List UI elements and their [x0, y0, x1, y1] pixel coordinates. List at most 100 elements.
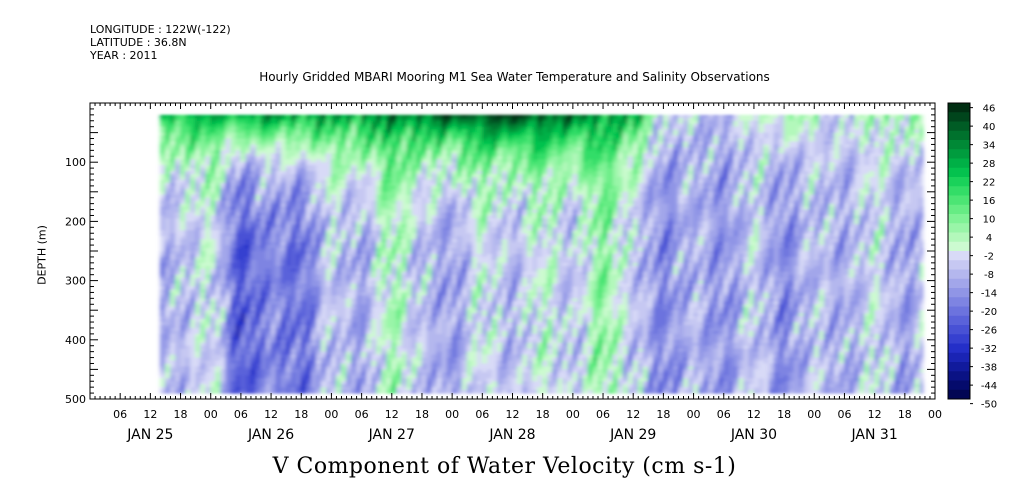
heat-cell	[290, 129, 297, 134]
heat-cell	[331, 330, 337, 335]
heat-cell	[376, 185, 382, 190]
heat-cell	[310, 179, 317, 184]
heat-cell	[305, 330, 312, 335]
heat-cell	[391, 153, 398, 157]
heat-cell	[331, 209, 337, 214]
heat-cell	[416, 256, 423, 261]
heat-cell	[325, 351, 332, 356]
heat-cell	[386, 280, 392, 285]
heat-cell	[416, 206, 423, 211]
heat-cell	[315, 325, 322, 329]
heat-cell	[341, 150, 347, 154]
heat-cell	[315, 256, 322, 261]
heat-cell	[361, 360, 367, 365]
heat-cell	[386, 384, 392, 388]
heat-cell	[230, 182, 237, 187]
heat-cell	[366, 325, 372, 329]
heat-cell	[376, 313, 382, 317]
heat-cell	[210, 171, 216, 175]
heat-cell	[230, 330, 237, 335]
heat-cell	[215, 325, 221, 329]
heat-cell	[260, 218, 267, 222]
heat-cell	[346, 114, 352, 119]
heat-cell	[361, 215, 367, 220]
heat-cell	[336, 348, 342, 353]
heat-cell	[215, 354, 221, 359]
heat-cell	[240, 330, 247, 335]
heat-cell	[255, 135, 262, 140]
heat-cell	[240, 378, 247, 382]
heat-cell	[366, 138, 372, 143]
heat-cell	[315, 316, 322, 320]
heat-cell	[175, 378, 181, 382]
heat-cell	[315, 322, 322, 326]
heat-cell	[366, 316, 372, 320]
heat-cell	[376, 360, 382, 365]
heat-cell	[225, 378, 232, 382]
heat-cell	[310, 215, 317, 220]
heat-cell	[351, 239, 357, 243]
heat-cell	[416, 295, 423, 299]
heat-cell	[381, 236, 387, 240]
heat-cell	[220, 375, 227, 379]
heat-cell	[260, 141, 267, 146]
heat-cell	[421, 150, 428, 154]
heat-cell	[310, 256, 317, 261]
heat-cell	[285, 221, 292, 225]
heat-cell	[386, 245, 392, 249]
heat-cell	[411, 162, 418, 166]
heat-cell	[356, 126, 362, 131]
heat-cell	[366, 256, 372, 261]
heat-cell	[190, 129, 196, 134]
heat-cell	[180, 129, 186, 134]
heat-cell	[376, 168, 382, 172]
heat-cell	[336, 283, 342, 288]
heat-cell	[280, 188, 287, 193]
heat-cell	[346, 330, 352, 335]
heat-cell	[371, 224, 377, 228]
heat-cell	[320, 138, 327, 143]
heat-cell	[260, 191, 267, 196]
heat-cell	[270, 336, 277, 341]
heat-cell	[325, 114, 332, 119]
heat-cell	[215, 307, 221, 311]
heat-cell	[386, 322, 392, 326]
heat-cell	[270, 221, 277, 225]
heat-cell	[190, 253, 196, 258]
heat-cell	[361, 206, 367, 211]
heat-cell	[235, 316, 242, 320]
heat-cell	[220, 387, 227, 391]
heat-cell	[336, 330, 342, 335]
heat-cell	[190, 168, 196, 172]
heat-cell	[185, 289, 191, 294]
heat-cell	[255, 218, 262, 222]
heat-cell	[185, 295, 191, 299]
heat-cell	[200, 369, 206, 373]
heat-cell	[170, 325, 176, 329]
heat-cell	[305, 248, 312, 252]
heat-cell	[160, 369, 166, 373]
heat-cell	[305, 292, 312, 296]
heat-cell	[300, 330, 307, 335]
heat-cell	[325, 177, 332, 181]
heat-cell	[235, 259, 242, 264]
heat-cell	[371, 301, 377, 305]
heat-cell	[381, 292, 387, 296]
heat-cell	[270, 165, 277, 169]
heat-cell	[275, 378, 282, 382]
heat-cell	[336, 319, 342, 323]
heat-cell	[341, 117, 347, 122]
heat-cell	[341, 330, 347, 335]
heat-cell	[376, 129, 382, 134]
heat-cell	[255, 333, 262, 338]
heat-cell	[295, 156, 302, 160]
heat-cell	[391, 185, 398, 190]
heat-cell	[280, 292, 287, 296]
heat-cell	[270, 262, 277, 267]
heat-cell	[320, 165, 327, 169]
heat-cell	[185, 212, 191, 217]
heat-cell	[346, 283, 352, 288]
heat-cell	[205, 339, 211, 344]
heat-cell	[225, 156, 232, 160]
heat-cell	[331, 144, 337, 148]
